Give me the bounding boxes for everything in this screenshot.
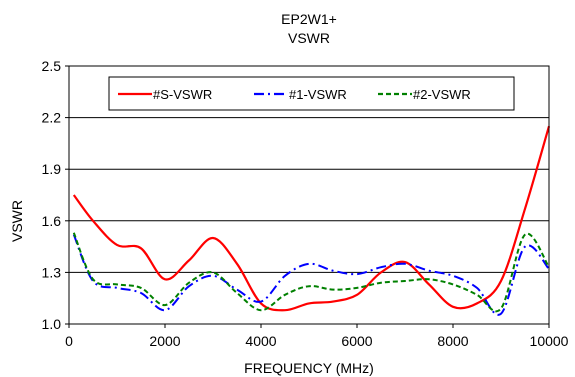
- series-line-3: [72, 232, 550, 313]
- x-tick-label: 0: [65, 333, 73, 349]
- data-series: [72, 125, 551, 316]
- y-tick-label: 1.9: [42, 161, 62, 177]
- series-line-1: [72, 125, 551, 312]
- y-tick-label: 1.6: [42, 213, 62, 229]
- tick-labels: 1.0 1.3 1.6 1.9 2.2 2.5 0 2000 4000 6000 8000 10000: [42, 58, 569, 349]
- y-tick-label: 2.5: [42, 58, 62, 74]
- x-tick-label: 4000: [245, 333, 276, 349]
- x-axis-label: FREQUENCY (MHz): [244, 360, 374, 376]
- y-tick-label: 2.2: [42, 110, 62, 126]
- x-tick-label: 2000: [149, 333, 180, 349]
- chart-subtitle: VSWR: [288, 30, 330, 46]
- y-axis-label: VSWR: [9, 200, 25, 242]
- x-tick-label: 8000: [437, 333, 468, 349]
- legend-box: [108, 76, 515, 111]
- legend-label: #2-VSWR: [413, 87, 471, 102]
- x-tick-label: 6000: [341, 333, 372, 349]
- legend: #S-VSWR #1-VSWR #2-VSWR: [108, 76, 515, 111]
- y-tick-label: 1.0: [42, 316, 62, 332]
- chart-title: EP2W1+: [281, 11, 337, 27]
- legend-label: #1-VSWR: [289, 87, 347, 102]
- plot-area-border: [68, 65, 550, 325]
- series-line-2: [72, 234, 550, 316]
- x-tick-label: 10000: [530, 333, 569, 349]
- y-tick-label: 1.3: [42, 264, 62, 280]
- legend-label: #S-VSWR: [153, 87, 212, 102]
